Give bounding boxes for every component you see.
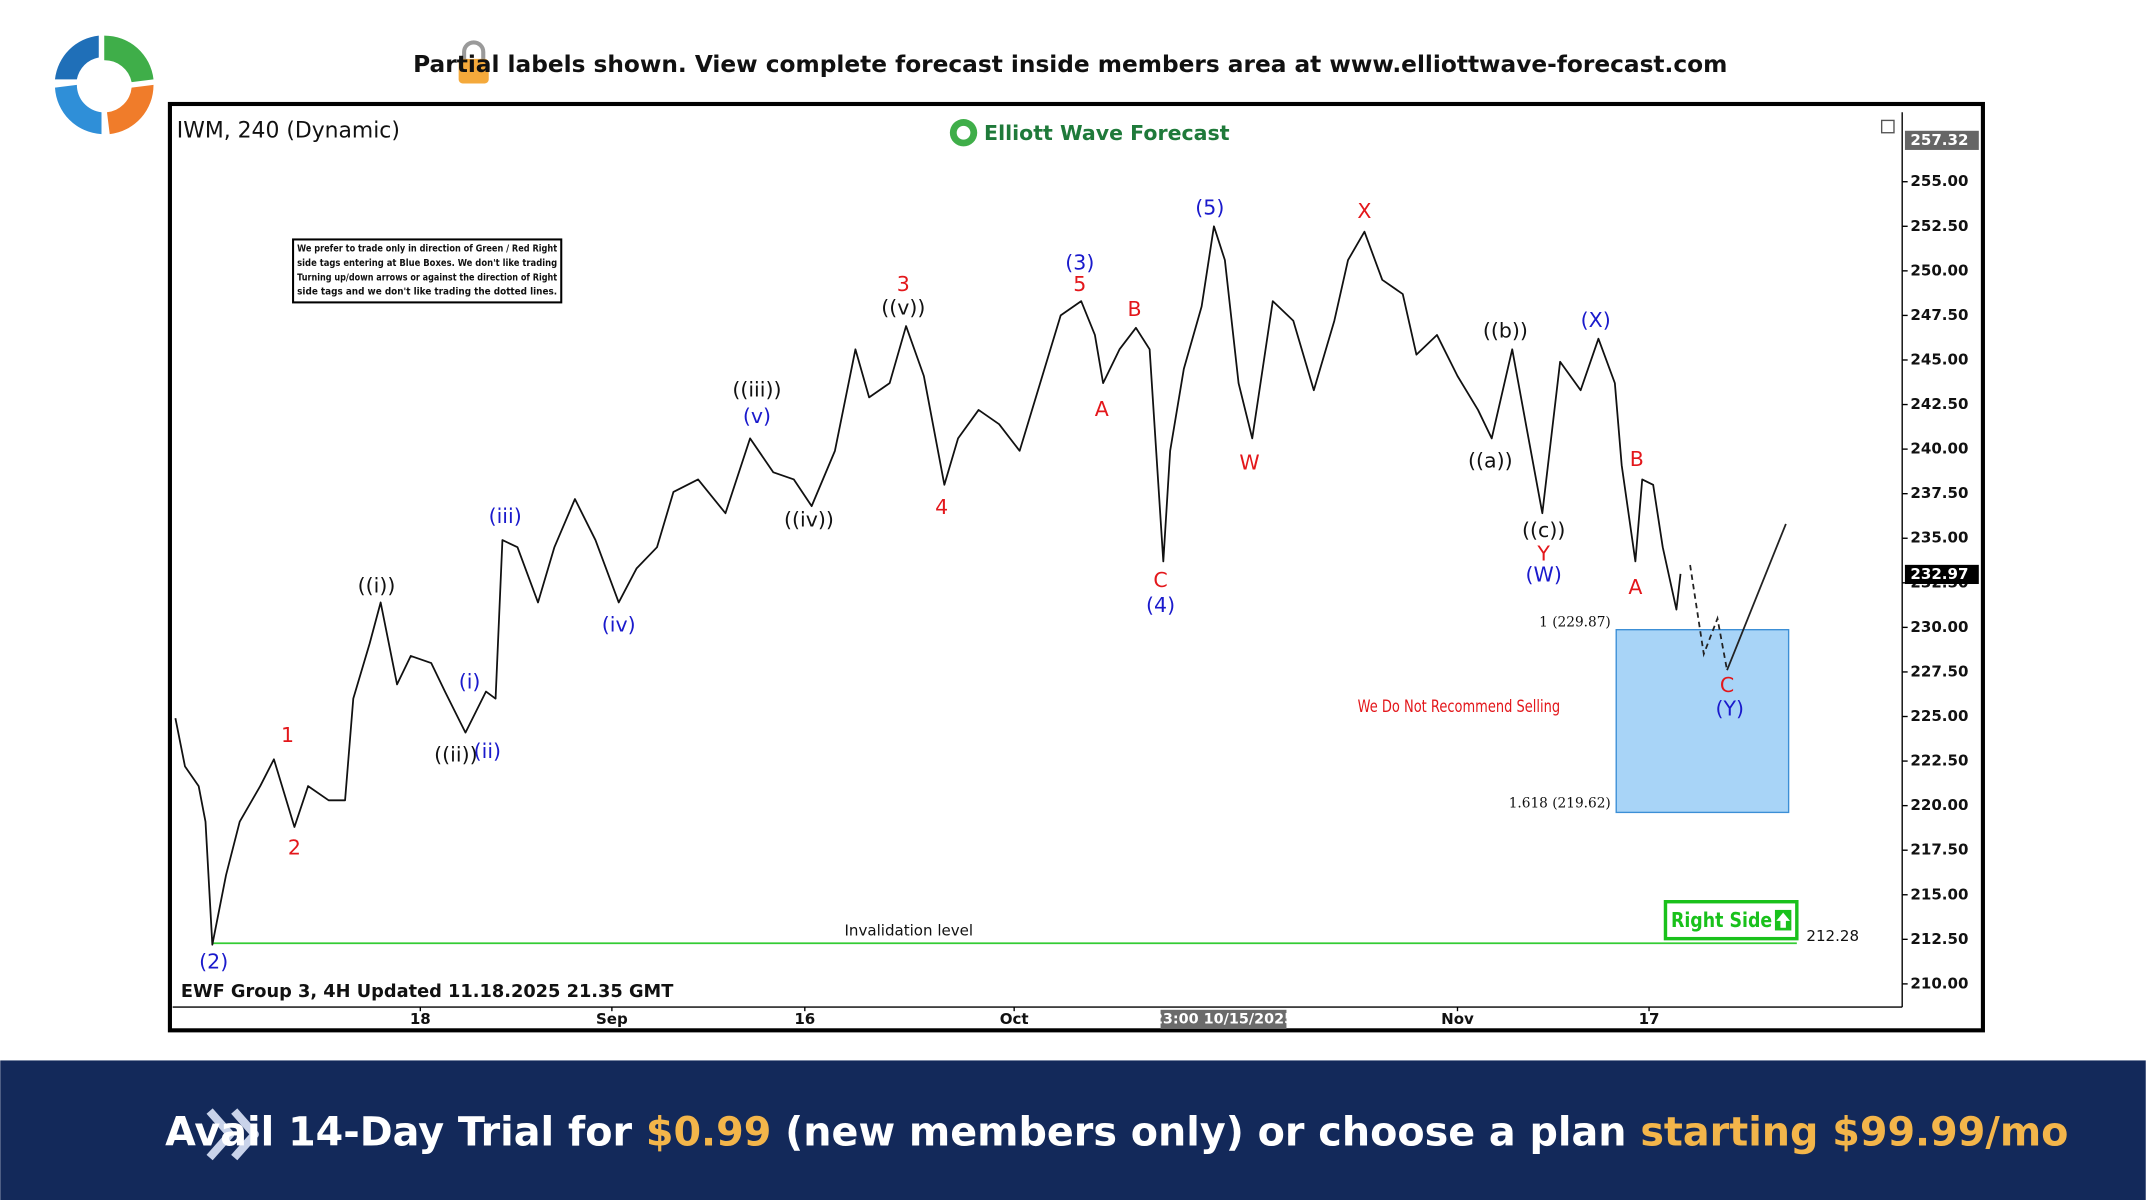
wave-label: 5 xyxy=(1073,272,1086,296)
wave-label: (v) xyxy=(743,404,771,428)
wave-label: ((b)) xyxy=(1483,318,1528,342)
banner-part: Avail 14-Day Trial for xyxy=(165,1109,646,1155)
price-line xyxy=(174,225,1682,946)
wave-label: ((v)) xyxy=(881,295,925,319)
wave-label: (iv) xyxy=(602,613,636,637)
y-tick-label: 220.00 xyxy=(1910,796,1968,814)
right-side-arrow xyxy=(1776,912,1790,928)
disclaimer-line: We prefer to trade only in direction of … xyxy=(297,244,557,255)
footnote: EWF Group 3, 4H Updated 11.18.2025 21.35… xyxy=(181,981,674,1002)
wave-label: B xyxy=(1630,447,1644,471)
brand-logo xyxy=(949,119,978,147)
chart-title: IWM, 240 (Dynamic) xyxy=(177,118,400,143)
y-tick-label: 217.50 xyxy=(1910,841,1968,859)
wave-label: X xyxy=(1357,199,1371,223)
y-tick-label: 255.00 xyxy=(1910,172,1968,190)
projection-line xyxy=(1726,523,1787,671)
y-tick-label: 210.00 xyxy=(1910,974,1968,992)
y-tick-label: 222.50 xyxy=(1910,752,1968,770)
wave-label: ((iii)) xyxy=(732,377,781,401)
right-side-label: Right Side xyxy=(1671,908,1772,932)
chart-icon xyxy=(1880,119,1895,134)
y-tick-label: 237.50 xyxy=(1910,484,1968,502)
y-tick-label: 252.50 xyxy=(1910,217,1968,235)
wave-label: B xyxy=(1128,297,1142,321)
wave-label: ((c)) xyxy=(1522,518,1565,542)
wave-label: ((i)) xyxy=(358,573,396,597)
wave-label: (2) xyxy=(199,950,228,974)
y-tick-label: 245.00 xyxy=(1910,350,1968,368)
brand: Elliott Wave Forecast xyxy=(984,121,1230,145)
price-marker xyxy=(1904,564,1979,585)
time-marker-label: 23:00 10/15/2025 xyxy=(1153,1011,1294,1027)
y-tick-label: 225.00 xyxy=(1910,707,1968,725)
header-notice: Partial labels shown. View complete fore… xyxy=(413,51,1727,78)
wave-label: 3 xyxy=(897,272,910,296)
wave-label: A xyxy=(1095,397,1109,421)
wave-label: (ii) xyxy=(474,739,501,763)
y-tick-label: 240.00 xyxy=(1910,440,1968,458)
projection-line xyxy=(1689,564,1728,671)
wave-label: (3) xyxy=(1065,251,1094,275)
banner-price: $0.99 xyxy=(646,1109,772,1155)
y-tick-label: 242.50 xyxy=(1910,395,1968,413)
wave-label: (iii) xyxy=(489,504,522,528)
wave-label: (W) xyxy=(1526,563,1562,587)
wave-label: (X) xyxy=(1581,308,1611,332)
banner xyxy=(0,1060,2146,1200)
wave-label: (i) xyxy=(459,670,481,694)
disclaimer-box xyxy=(292,238,563,304)
x-tick-label: Sep xyxy=(596,1010,628,1028)
target-bottom-label: 1.618 (219.62) xyxy=(1509,796,1611,812)
recommend-note: We Do Not Recommend Selling xyxy=(1358,697,1561,716)
wave-label: 2 xyxy=(288,835,301,859)
wave-label: ((ii)) xyxy=(434,743,477,767)
target-box xyxy=(1615,629,1790,814)
wave-label: 1 xyxy=(281,723,294,747)
wave-label: (5) xyxy=(1195,195,1224,219)
price-marker xyxy=(1904,130,1979,150)
chevron-icon xyxy=(206,1108,259,1161)
x-tick-label: Oct xyxy=(1000,1010,1029,1028)
x-tick-label: Nov xyxy=(1441,1010,1474,1028)
banner-plan: starting $99.99/mo xyxy=(1640,1109,2068,1155)
wave-label: W xyxy=(1239,450,1259,474)
banner-part: (new members only) or choose a plan xyxy=(771,1109,1640,1155)
y-tick-label: 215.00 xyxy=(1910,885,1968,903)
banner-text[interactable]: Avail 14-Day Trial for $0.99 (new member… xyxy=(165,1109,2068,1155)
wave-label: 4 xyxy=(935,495,948,519)
price-marker-label: 232.97 xyxy=(1910,565,1968,583)
wave-label: (4) xyxy=(1146,593,1175,617)
wave-label: C xyxy=(1153,568,1167,592)
disclaimer-line: Turning up/down arrows or against the di… xyxy=(297,272,557,283)
y-tick-label: 247.50 xyxy=(1910,306,1968,324)
target-top-label: 1 (229.87) xyxy=(1539,614,1611,630)
price-marker-label: 257.32 xyxy=(1910,131,1968,149)
y-tick-label: 212.50 xyxy=(1910,930,1968,948)
wave-label: C xyxy=(1720,673,1734,697)
wave-label: (Y) xyxy=(1716,696,1745,720)
disclaimer-line: side tags and we don't like trading the … xyxy=(297,287,557,298)
y-tick-label: 227.50 xyxy=(1910,662,1968,680)
invalidation-value: 212.28 xyxy=(1806,927,1859,945)
logo xyxy=(54,35,154,135)
wave-label: A xyxy=(1628,575,1642,599)
wave-label: ((a)) xyxy=(1468,449,1513,473)
time-marker xyxy=(1160,1009,1287,1029)
wave-label: Y xyxy=(1536,541,1550,565)
y-tick-label: 230.00 xyxy=(1910,618,1968,636)
y-tick-label: 235.00 xyxy=(1910,529,1968,547)
x-tick-label: 16 xyxy=(794,1010,815,1028)
y-tick-label: 250.00 xyxy=(1910,261,1968,279)
invalidation-label: Invalidation level xyxy=(844,921,973,939)
disclaimer-line: side tags entering at Blue Boxes. We don… xyxy=(297,258,557,269)
wave-label: ((iv)) xyxy=(784,507,834,531)
lock-icon xyxy=(458,40,489,84)
x-tick-label: 17 xyxy=(1639,1010,1660,1028)
x-tick-label: 18 xyxy=(410,1010,431,1028)
